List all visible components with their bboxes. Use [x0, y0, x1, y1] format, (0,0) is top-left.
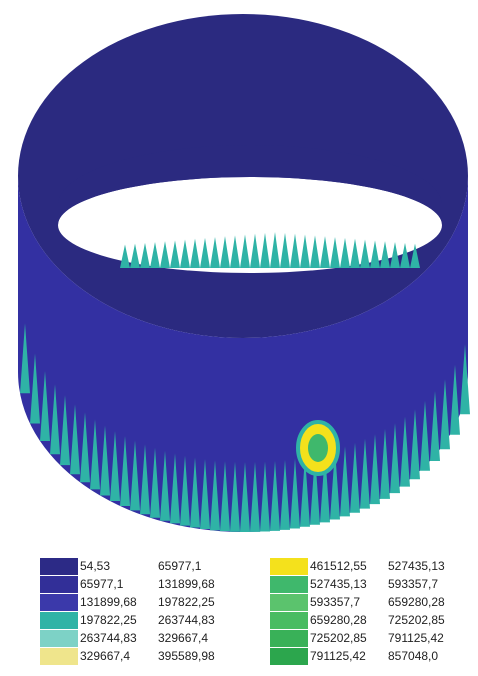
legend-from: 461512,55: [310, 559, 367, 573]
legend-from: 791125,42: [310, 649, 366, 663]
legend-to: 65977,1: [158, 559, 202, 573]
legend-swatch: [40, 576, 78, 593]
legend-swatch: [40, 594, 78, 611]
legend-swatch: [270, 630, 308, 647]
legend-to: 527435,13: [388, 559, 445, 573]
legend-from: 197822,25: [80, 613, 137, 627]
legend-from: 65977,1: [80, 577, 124, 591]
legend-swatch: [270, 648, 308, 665]
tank-model: [18, 14, 470, 532]
legend-swatch: [270, 594, 308, 611]
legend-from: 131899,68: [80, 595, 137, 609]
legend-from: 527435,13: [310, 577, 367, 591]
legend-swatch: [40, 558, 78, 575]
legend-from: 659280,28: [310, 613, 367, 627]
legend-swatch: [270, 576, 308, 593]
legend-to: 329667,4: [158, 631, 208, 645]
legend-from: 593357,7: [310, 595, 360, 609]
legend-to: 725202,85: [388, 613, 445, 627]
legend-to: 131899,68: [158, 577, 215, 591]
legend-to: 395589,98: [158, 649, 215, 663]
legend-swatch: [40, 648, 78, 665]
stress-core: [308, 434, 328, 462]
legend-to: 593357,7: [388, 577, 438, 591]
legend-from: 725202,85: [310, 631, 367, 645]
legend-to: 263744,83: [158, 613, 215, 627]
legend-to: 659280,28: [388, 595, 445, 609]
fea-view: 54,53 65977,1 65977,1 131899,68 131899,68 197…: [0, 0, 478, 671]
legend-swatch: [270, 558, 308, 575]
legend-from: 329667,4: [80, 649, 130, 663]
legend-swatch: [40, 612, 78, 629]
legend-swatch: [40, 630, 78, 647]
legend-to: 197822,25: [158, 595, 215, 609]
legend-to: 857048,0: [388, 649, 438, 663]
legend: 54,53 65977,1 65977,1 131899,68 131899,68 197…: [40, 558, 445, 665]
legend-from: 54,53: [80, 559, 110, 573]
legend-from: 263744,83: [80, 631, 137, 645]
legend-to: 791125,42: [388, 631, 444, 645]
legend-swatch: [270, 612, 308, 629]
